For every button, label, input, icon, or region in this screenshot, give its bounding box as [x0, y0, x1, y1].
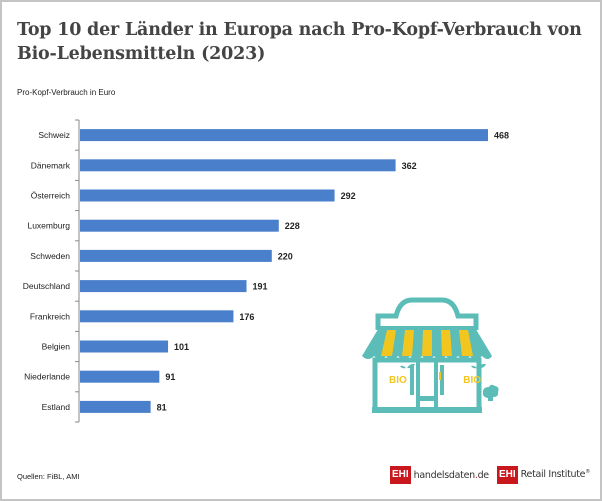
logo-name: Retail Institute	[520, 469, 586, 481]
bar-schweiz	[80, 129, 488, 142]
unit-label: Pro-Kopf-Verbrauch in Euro	[17, 88, 116, 97]
data-label: 292	[341, 191, 356, 201]
registered-mark: ®	[585, 469, 590, 476]
bar-estland	[80, 400, 151, 413]
logo-name: handelsdaten	[413, 469, 475, 481]
data-label: 468	[494, 131, 509, 141]
bar-dänemark	[80, 159, 396, 172]
data-label: 101	[174, 342, 189, 352]
store-roof-sign	[375, 297, 479, 330]
bar-deutschland	[80, 280, 247, 293]
category-label: Belgien	[42, 342, 71, 352]
data-label: 228	[285, 221, 300, 231]
data-label: 81	[157, 402, 167, 412]
category-label: Dänemark	[31, 160, 71, 170]
bio-store-illustration: BIO BIO	[362, 297, 499, 413]
category-label: Frankreich	[30, 311, 70, 321]
logo-dot: .	[474, 469, 478, 481]
logo-handelsdaten[interactable]: EHI handelsdaten.de	[390, 466, 489, 484]
data-label: 191	[253, 282, 268, 292]
logo-tld: de	[477, 469, 490, 481]
category-label: Österreich	[31, 191, 70, 201]
bar-luxemburg	[80, 219, 279, 232]
source-note: Quellen: FiBL, AMI	[17, 472, 80, 481]
awning-stripes	[381, 330, 473, 356]
bar-schweden	[80, 249, 272, 262]
store-door	[416, 358, 438, 412]
ehi-logo-box: EHI	[497, 466, 518, 484]
bar-österreich	[80, 189, 335, 202]
bar-belgien	[80, 340, 169, 353]
category-label: Schweiz	[38, 130, 70, 140]
category-label: Niederlande	[24, 372, 70, 382]
ehi-logo-box: EHI	[390, 466, 411, 484]
leaf-icon	[471, 363, 486, 369]
data-label: 362	[402, 161, 417, 171]
data-label: 220	[278, 251, 293, 261]
logo-ehi-retail-institute[interactable]: EHI Retail Institute®	[497, 466, 590, 484]
data-label: 91	[165, 372, 175, 382]
plant-icon	[482, 384, 499, 401]
store-bio-label-right: BIO	[463, 375, 481, 386]
category-label: Schweden	[30, 251, 70, 261]
leaf-icon	[400, 363, 415, 369]
chart-title: Top 10 der Länder in Europa nach Pro-Kop…	[17, 20, 582, 64]
category-label: Deutschland	[23, 281, 71, 291]
category-label: Luxemburg	[27, 221, 70, 231]
bar-niederlande	[80, 370, 160, 383]
category-label: Estland	[42, 402, 71, 412]
bar-frankreich	[80, 310, 234, 323]
store-bio-label-left: BIO	[389, 375, 407, 386]
data-label: 176	[239, 312, 254, 322]
